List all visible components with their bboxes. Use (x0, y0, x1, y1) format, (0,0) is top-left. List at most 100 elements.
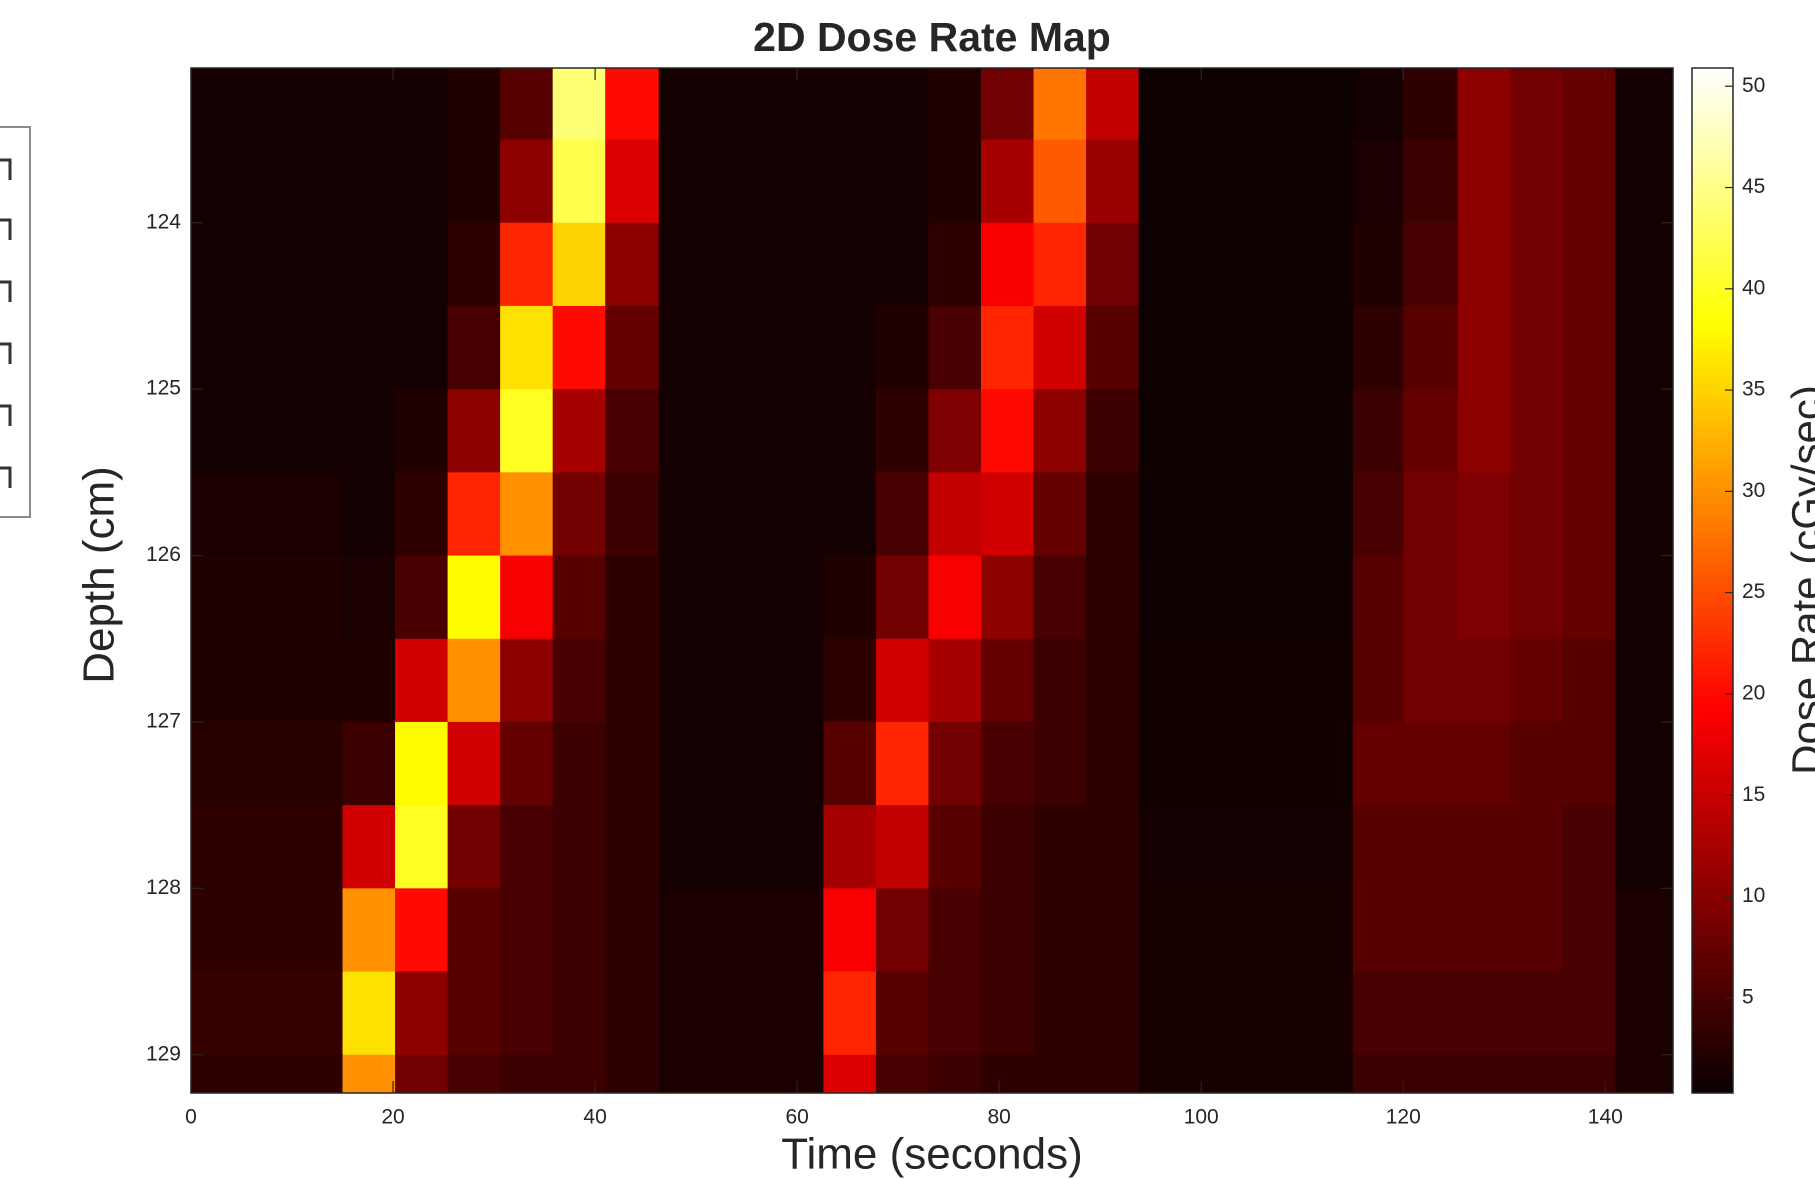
heatmap-cell (1615, 389, 1674, 473)
heatmap-cell (395, 721, 449, 806)
heatmap-cell (980, 305, 1035, 390)
heatmap-cell (447, 721, 501, 806)
heatmap-cell (1615, 721, 1674, 806)
heatmap-cell (823, 888, 877, 973)
heatmap-cell (658, 305, 824, 390)
heatmap-cell (447, 638, 501, 723)
heatmap-cell (823, 638, 877, 723)
heatmap-cell (500, 888, 554, 973)
heatmap-cell (1403, 805, 1459, 889)
colorbar-tick-label: 45 (1742, 175, 1765, 198)
heatmap-cell (605, 305, 660, 390)
heatmap-cell (1033, 805, 1087, 889)
heatmap-cell (1510, 555, 1564, 640)
heatmap-cell (658, 389, 824, 473)
heatmap-cell (928, 389, 982, 473)
heatmap-cell (980, 389, 1035, 473)
colorbar-tick-label: 40 (1742, 276, 1765, 299)
heatmap-cell (1510, 638, 1564, 723)
heatmap-cell (605, 1054, 660, 1094)
heatmap-cell (875, 638, 929, 723)
heatmap-cell (1562, 389, 1616, 473)
x-tick-label: 20 (381, 1106, 404, 1129)
heatmap-cell (1086, 389, 1140, 473)
heatmap-cell (1138, 888, 1354, 973)
heatmap-cell (605, 721, 660, 806)
heatmap-cell (191, 555, 344, 640)
heatmap-cell (1138, 555, 1354, 640)
heatmap-cell (1138, 805, 1354, 889)
heatmap-cell (1138, 721, 1354, 806)
heatmap-cell (1086, 555, 1140, 640)
y-tick-label: 124 (146, 210, 181, 233)
heatmap-cell (342, 721, 396, 806)
heatmap-cell (447, 971, 501, 1056)
heatmap-cell (500, 305, 554, 390)
heatmap-cell (500, 971, 554, 1056)
heatmap-cell (447, 555, 501, 640)
heatmap-cell (500, 139, 554, 224)
heatmap-cell (1086, 888, 1140, 973)
heatmap-cell (823, 472, 877, 557)
heatmap-cell (605, 805, 660, 889)
heatmap-cell (1562, 1054, 1616, 1094)
heatmap-cell (191, 389, 344, 473)
heatmap-cell (191, 1054, 344, 1094)
heatmap-cell (1033, 222, 1087, 307)
heatmap-cell (447, 888, 501, 973)
heatmap-cell (191, 888, 344, 973)
x-tick-label: 120 (1386, 1106, 1421, 1129)
heatmap-cell (1562, 305, 1616, 390)
heatmap-cell (1403, 971, 1459, 1056)
heatmap-cell (1138, 222, 1354, 307)
heatmap-cell (605, 971, 660, 1056)
heatmap-cell (1403, 888, 1459, 973)
heatmap-cell (395, 472, 449, 557)
heatmap-cell (500, 555, 554, 640)
heatmap-cell (875, 68, 929, 141)
heatmap-cell (658, 555, 824, 640)
heatmap-cell (1138, 971, 1354, 1056)
heatmap-cell (342, 472, 396, 557)
colorbar-tick-label: 5 (1742, 985, 1754, 1008)
heatmap-cell (1510, 805, 1564, 889)
heatmap-cell (875, 139, 929, 224)
heatmap-cell (1086, 222, 1140, 307)
heatmap-cell (1352, 68, 1404, 141)
heatmap-cell (1138, 389, 1354, 473)
heatmap-cell (1457, 805, 1511, 889)
heatmap-cell (1352, 971, 1404, 1056)
heatmap-cell (1033, 305, 1087, 390)
heatmap-cell (605, 222, 660, 307)
heatmap-cell (1352, 305, 1404, 390)
y-axis-label: Depth (cm) (75, 466, 124, 684)
heatmap-cell (1352, 222, 1404, 307)
heatmap-cell (395, 68, 449, 141)
heatmap-cell (552, 389, 606, 473)
heatmap-cell (1510, 971, 1564, 1056)
heatmap-cell (342, 68, 396, 141)
heatmap-cell (928, 888, 982, 973)
heatmap-cell (875, 971, 929, 1056)
heatmap-cell (823, 139, 877, 224)
heatmap-cell (1403, 389, 1459, 473)
heatmap-cell (342, 139, 396, 224)
heatmap-cell (1457, 888, 1511, 973)
heatmap-cell (342, 555, 396, 640)
heatmap-cell (1403, 139, 1459, 224)
heatmap-cell (1403, 555, 1459, 640)
heatmap-cell (1510, 472, 1564, 557)
heatmap-cell (1086, 721, 1140, 806)
y-tick-label: 128 (146, 876, 181, 899)
heatmap-cell (395, 1054, 449, 1094)
heatmap-cell (1033, 1054, 1087, 1094)
heatmap-cell (823, 305, 877, 390)
heatmap-cell (1352, 472, 1404, 557)
heatmap-cell (342, 888, 396, 973)
heatmap-cell (928, 721, 982, 806)
heatmap-cell (1352, 805, 1404, 889)
heatmap-cell (1352, 1054, 1404, 1094)
heatmap-cell (1562, 472, 1616, 557)
heatmap-cell (191, 68, 344, 141)
heatmap-cell (928, 555, 982, 640)
